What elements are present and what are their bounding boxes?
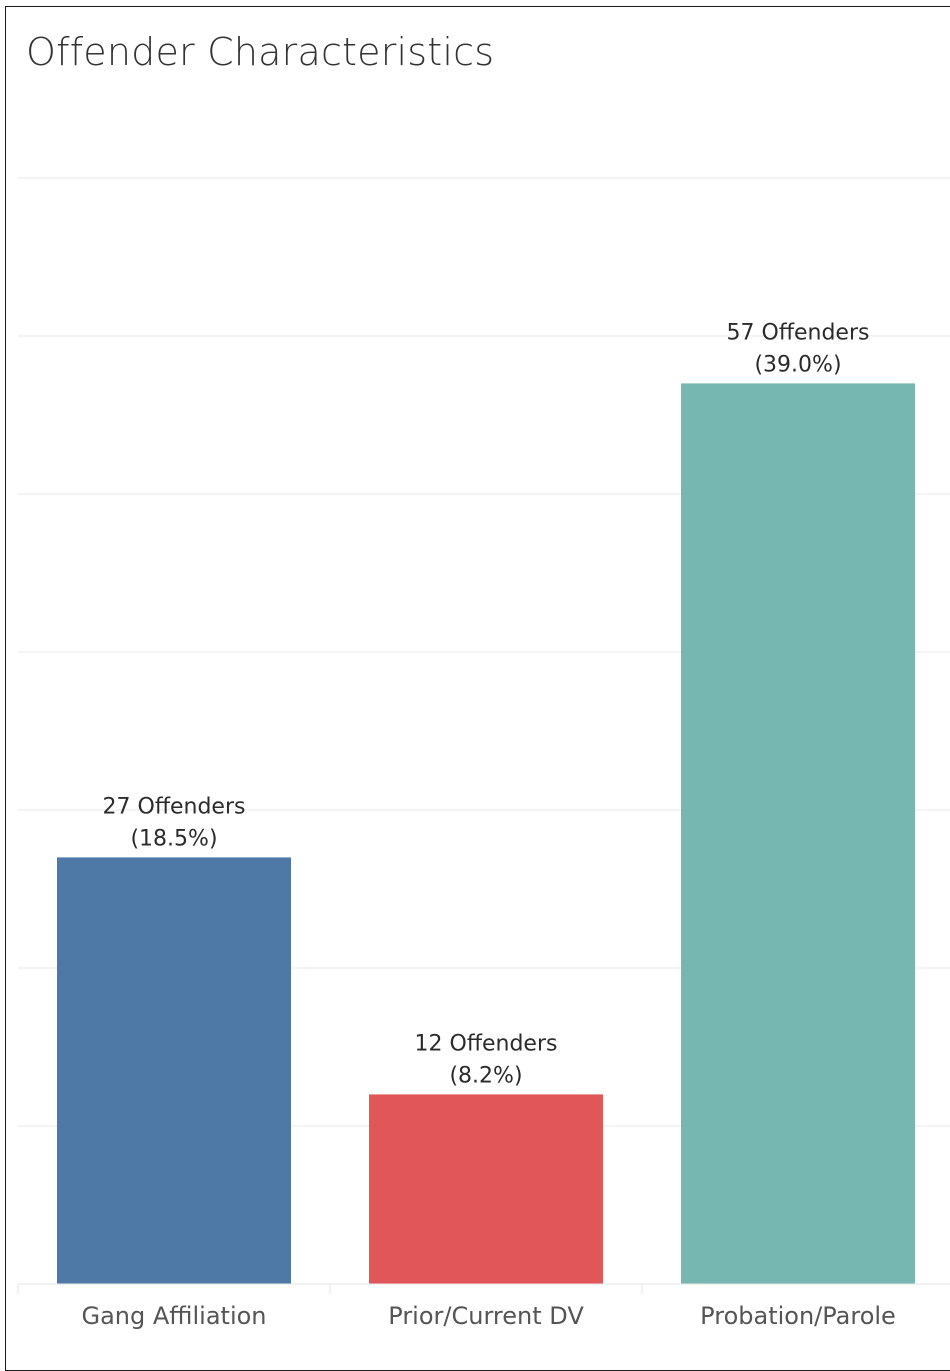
data-label-2-line-2: (8.2%)	[449, 1063, 522, 1088]
x-tick-label-3: Probation/Parole	[700, 1302, 896, 1330]
data-label-2-line-1: 12 Offenders	[415, 1031, 558, 1056]
x-tick-label-1: Gang Affiliation	[81, 1302, 266, 1330]
data-label-1-line-2: (18.5%)	[130, 826, 217, 851]
bar-2	[369, 1094, 603, 1284]
bar-1	[57, 857, 291, 1284]
data-label-1-line-1: 27 Offenders	[103, 794, 246, 819]
data-label-3-line-1: 57 Offenders	[727, 320, 870, 345]
data-label-3-line-2: (39.0%)	[754, 352, 841, 377]
bar-3	[681, 383, 915, 1284]
x-tick-label-2: Prior/Current DV	[388, 1302, 584, 1330]
x-axis: Gang Affiliation Prior/Current DV Probatio…	[18, 1284, 950, 1330]
